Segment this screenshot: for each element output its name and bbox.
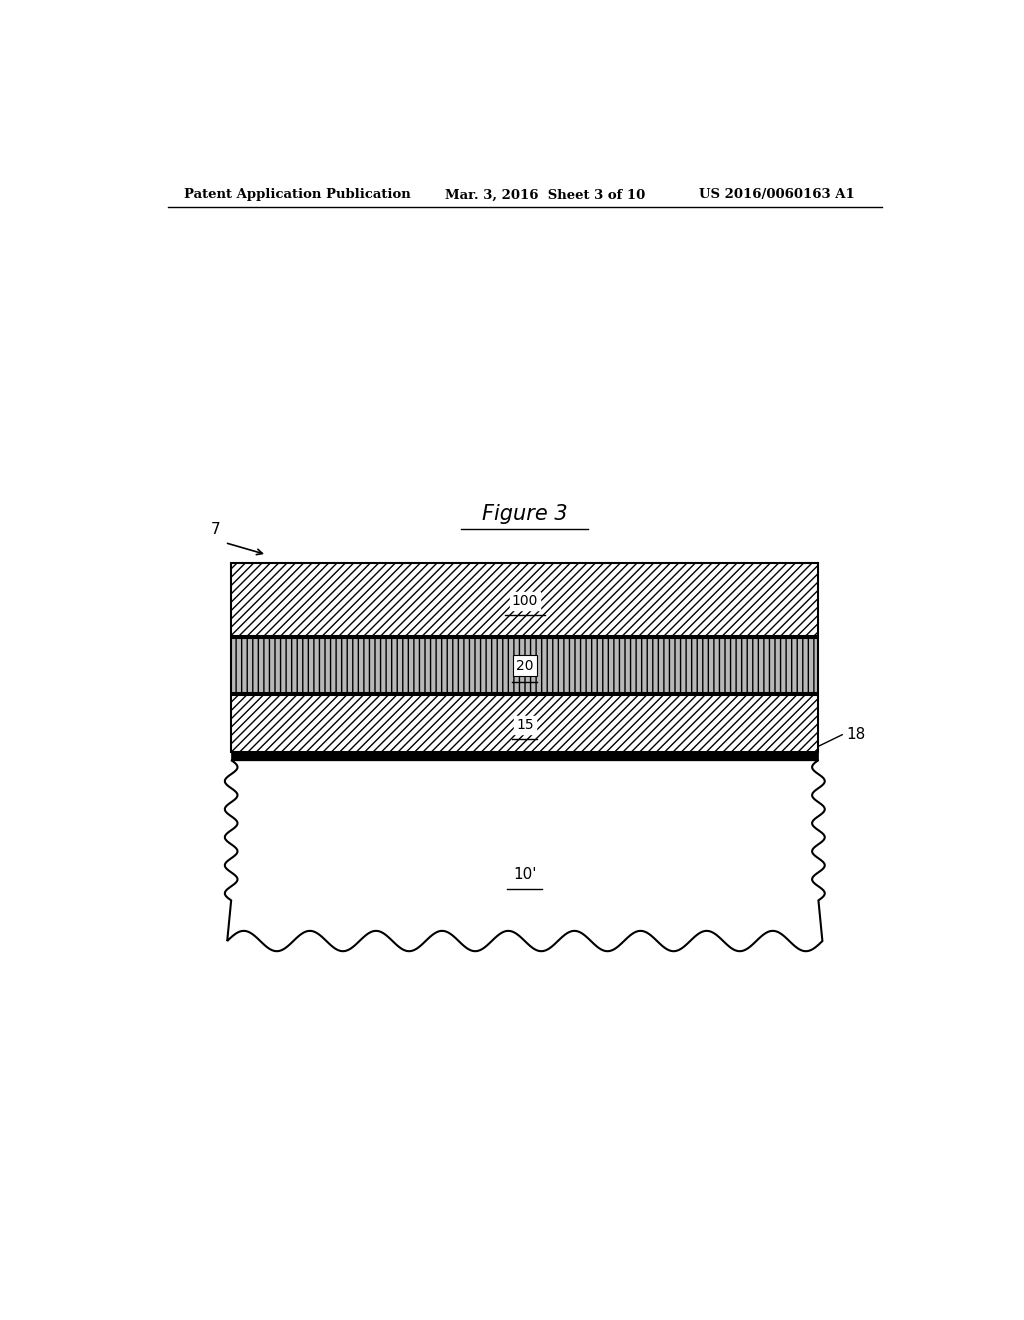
Bar [231,752,818,760]
Text: Patent Application Publication: Patent Application Publication [183,189,411,202]
Bar [231,638,818,693]
Text: 7: 7 [211,521,220,537]
Text: US 2016/0060163 A1: US 2016/0060163 A1 [699,189,855,202]
Bar [231,696,818,752]
Bar [231,638,818,693]
Bar [231,562,818,636]
Text: 100: 100 [512,594,538,609]
Text: Figure 3: Figure 3 [482,504,567,524]
Polygon shape [225,760,824,952]
Text: Mar. 3, 2016  Sheet 3 of 10: Mar. 3, 2016 Sheet 3 of 10 [445,189,646,202]
Text: 18: 18 [846,727,865,742]
Bar [231,638,818,693]
Text: 20: 20 [516,659,534,673]
Text: 15: 15 [516,718,534,731]
Text: 10': 10' [513,867,537,883]
